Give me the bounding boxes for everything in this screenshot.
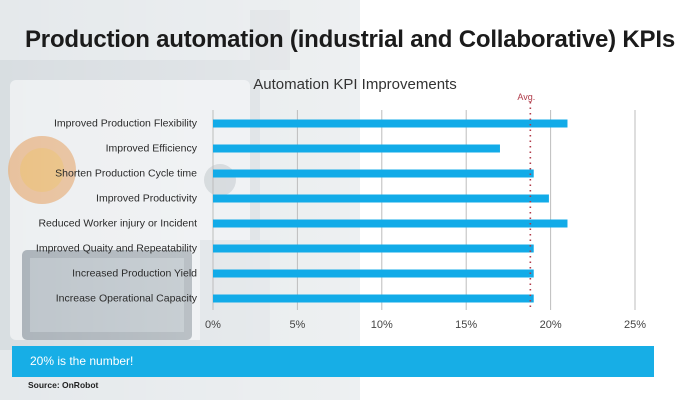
category-label: Improved Quaity and Repeatability xyxy=(36,243,198,255)
average-label: Avg. xyxy=(517,92,535,102)
bar xyxy=(213,194,549,203)
category-label: Reduced Worker injury or Incident xyxy=(38,218,197,230)
bar xyxy=(213,144,500,153)
highlight-banner: 20% is the number! xyxy=(12,346,654,377)
slide-title: Production automation (industrial and Co… xyxy=(25,26,675,53)
bar xyxy=(213,219,568,228)
x-tick-label: 5% xyxy=(289,319,305,331)
category-label: Shorten Production Cycle time xyxy=(55,168,197,180)
category-label: Improved Productivity xyxy=(96,193,198,205)
category-label: Increase Operational Capacity xyxy=(56,293,198,305)
category-label: Increased Production Yield xyxy=(72,268,197,280)
banner-text: 20% is the number! xyxy=(30,354,134,368)
chart-title: Automation KPI Improvements xyxy=(253,76,456,93)
bar xyxy=(213,269,534,278)
x-tick-label: 15% xyxy=(455,319,477,331)
x-tick-label: 20% xyxy=(540,319,562,331)
x-tick-label: 25% xyxy=(624,319,646,331)
bar xyxy=(213,169,534,178)
bar xyxy=(213,244,534,253)
x-tick-label: 0% xyxy=(205,319,221,331)
source-note: Source: OnRobot xyxy=(28,380,99,390)
bar xyxy=(213,119,568,128)
category-label: Improved Production Flexibility xyxy=(54,118,198,130)
x-tick-label: 10% xyxy=(371,319,393,331)
bar xyxy=(213,294,534,303)
category-label: Improved Efficiency xyxy=(106,143,198,155)
